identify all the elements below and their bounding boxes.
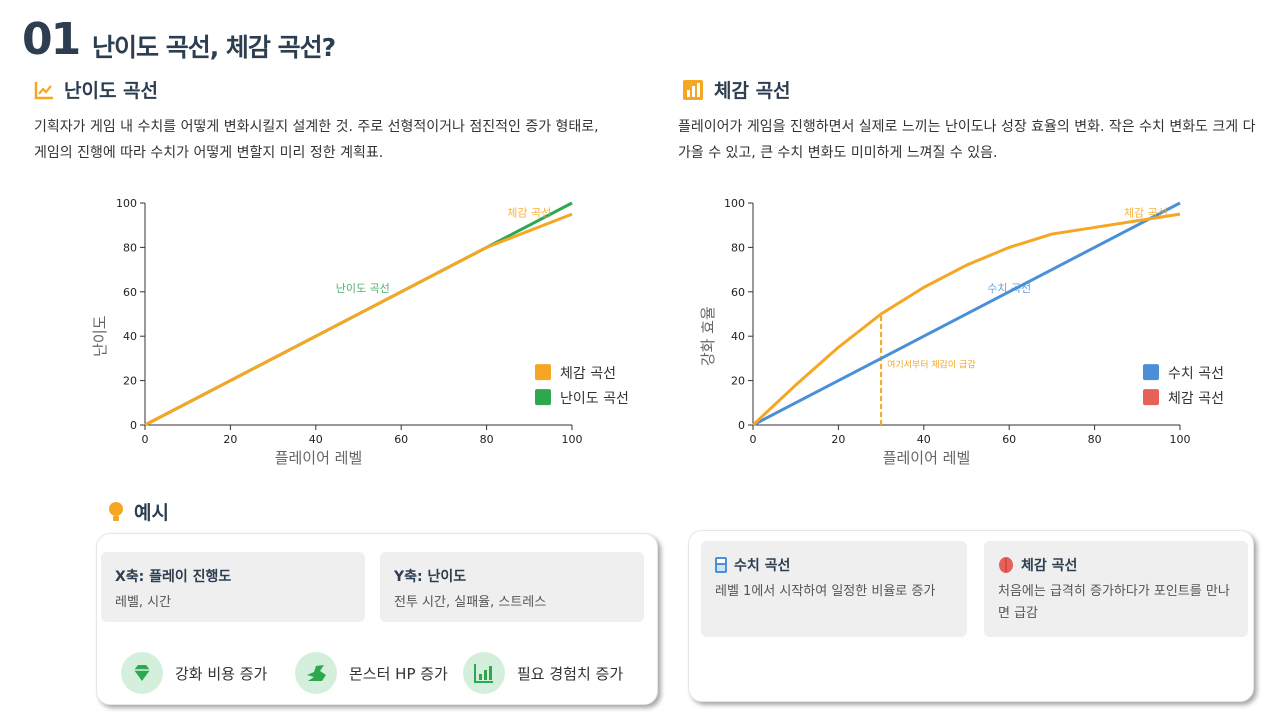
- x-tick-label: 40: [917, 433, 931, 446]
- difficulty-heading-text: 난이도 곡선: [64, 80, 159, 102]
- difficulty-heading: 난이도 곡선: [34, 76, 158, 103]
- legend-swatch: [535, 364, 551, 381]
- example-item: 강화 비용 증가: [121, 652, 267, 694]
- numeric-curve-detail: 레벨 1에서 시작하여 일정한 비율로 증가: [715, 584, 936, 599]
- x-tick-label: 60: [1002, 433, 1016, 446]
- y-tick-label: 80: [123, 241, 137, 254]
- dragon-icon: [295, 652, 337, 694]
- legend-swatch: [1143, 389, 1159, 406]
- x-tick-label: 60: [394, 433, 408, 446]
- legend-label: 체감 곡선: [560, 366, 616, 382]
- y-tick-label: 100: [724, 197, 745, 210]
- example-item-label: 몬스터 HP 증가: [349, 664, 448, 683]
- y-axis-box: Y축: 난이도 전투 시간, 실패율, 스트레스: [380, 552, 644, 622]
- legend-label: 난이도 곡선: [560, 391, 629, 407]
- y-tick-label: 60: [123, 286, 137, 299]
- series-line-1: [752, 201, 1181, 427]
- section-number: 01: [22, 14, 81, 65]
- difficulty-description: 기획자가 게임 내 수치를 어떻게 변화시킬지 설계한 것. 주로 선형적이거나…: [34, 119, 599, 161]
- perceived-curve-detail: 처음에는 급격히 증가하다가 포인트를 만나면 급감: [998, 584, 1230, 621]
- perceived-curve-header: 체감 곡선: [998, 555, 1234, 575]
- series-label: 체감 곡선: [1124, 206, 1168, 219]
- perceived-heading-text: 체감 곡선: [714, 80, 791, 102]
- y-axis-label: 강화 효율: [699, 306, 717, 366]
- perceived-curve-box: 체감 곡선 처음에는 급격히 증가하다가 포인트를 만나면 급감: [984, 541, 1248, 637]
- series-line-2: [751, 212, 1181, 427]
- y-tick-label: 40: [123, 330, 137, 343]
- numeric-curve-title: 수치 곡선: [734, 558, 791, 574]
- x-axis-detail: 레벨, 시간: [115, 595, 172, 610]
- page-title: 난이도 곡선, 체감 곡선?: [92, 33, 336, 62]
- legend-swatch: [535, 389, 551, 406]
- example-item-label: 필요 경험치 증가: [517, 664, 624, 683]
- y-tick-label: 40: [731, 330, 745, 343]
- example-heading: 예시: [108, 498, 169, 525]
- x-axis-label: 플레이어 레벨: [883, 449, 971, 467]
- x-tick-label: 20: [223, 433, 237, 446]
- legend-label: 체감 곡선: [1168, 391, 1224, 407]
- legend-label: 수치 곡선: [1168, 366, 1224, 382]
- numeric-curve-header: 수치 곡선: [715, 555, 953, 575]
- x-tick-label: 80: [480, 433, 494, 446]
- series-label: 난이도 곡선: [336, 282, 390, 295]
- bar-chart-icon: [683, 79, 703, 100]
- series-label: 수치 곡선: [987, 282, 1031, 295]
- lightbulb-icon: [109, 501, 123, 521]
- y-tick-label: 0: [738, 419, 745, 432]
- x-axis-box: X축: 플레이 진행도 레벨, 시간: [101, 552, 365, 622]
- x-axis-title: X축: 플레이 진행도: [115, 569, 232, 585]
- y-tick-label: 20: [123, 375, 137, 388]
- y-tick-label: 0: [130, 419, 137, 432]
- y-tick-label: 80: [731, 241, 745, 254]
- example-item: 몬스터 HP 증가: [295, 652, 448, 694]
- gem-icon: [121, 652, 163, 694]
- y-tick-label: 100: [116, 197, 137, 210]
- x-axis-label: 플레이어 레벨: [275, 449, 363, 467]
- example-item-label: 강화 비용 증가: [175, 664, 268, 683]
- series-label: 체감 곡선: [507, 206, 551, 219]
- growth-chart-icon: [463, 652, 505, 694]
- brain-icon: [999, 557, 1013, 573]
- x-tick-label: 80: [1088, 433, 1102, 446]
- legend-swatch: [1143, 364, 1159, 381]
- example-item: 필요 경험치 증가: [463, 652, 623, 694]
- y-axis-detail: 전투 시간, 실패율, 스트레스: [394, 595, 547, 610]
- x-tick-label: 100: [562, 433, 583, 446]
- line-chart-icon: [34, 81, 53, 99]
- calculator-icon: [715, 557, 727, 573]
- perceived-heading: 체감 곡선: [682, 76, 791, 103]
- x-tick-label: 40: [309, 433, 323, 446]
- x-tick-label: 20: [831, 433, 845, 446]
- series-line-1: [144, 212, 573, 427]
- perceived-curve-title: 체감 곡선: [1021, 558, 1078, 574]
- x-tick-label: 100: [1170, 433, 1191, 446]
- y-tick-label: 20: [731, 375, 745, 388]
- numeric-curve-box: 수치 곡선 레벨 1에서 시작하여 일정한 비율로 증가: [701, 541, 967, 637]
- x-tick-label: 0: [142, 433, 149, 446]
- annotation-text: 여기서부터 체감이 급감: [887, 358, 976, 370]
- y-axis-title: Y축: 난이도: [394, 569, 467, 585]
- perceived-description: 플레이어가 게임을 진행하면서 실제로 느끼는 난이도나 성장 효율의 변화. …: [678, 119, 1256, 161]
- y-axis-label: 난이도: [91, 315, 109, 357]
- x-tick-label: 0: [750, 433, 757, 446]
- example-card: X축: 플레이 진행도 레벨, 시간 Y축: 난이도 전투 시간, 실패율, 스…: [96, 533, 658, 705]
- y-tick-label: 60: [731, 286, 745, 299]
- example-heading-text: 예시: [134, 502, 169, 524]
- compare-card: 수치 곡선 레벨 1에서 시작하여 일정한 비율로 증가 체감 곡선 처음에는 …: [688, 530, 1254, 702]
